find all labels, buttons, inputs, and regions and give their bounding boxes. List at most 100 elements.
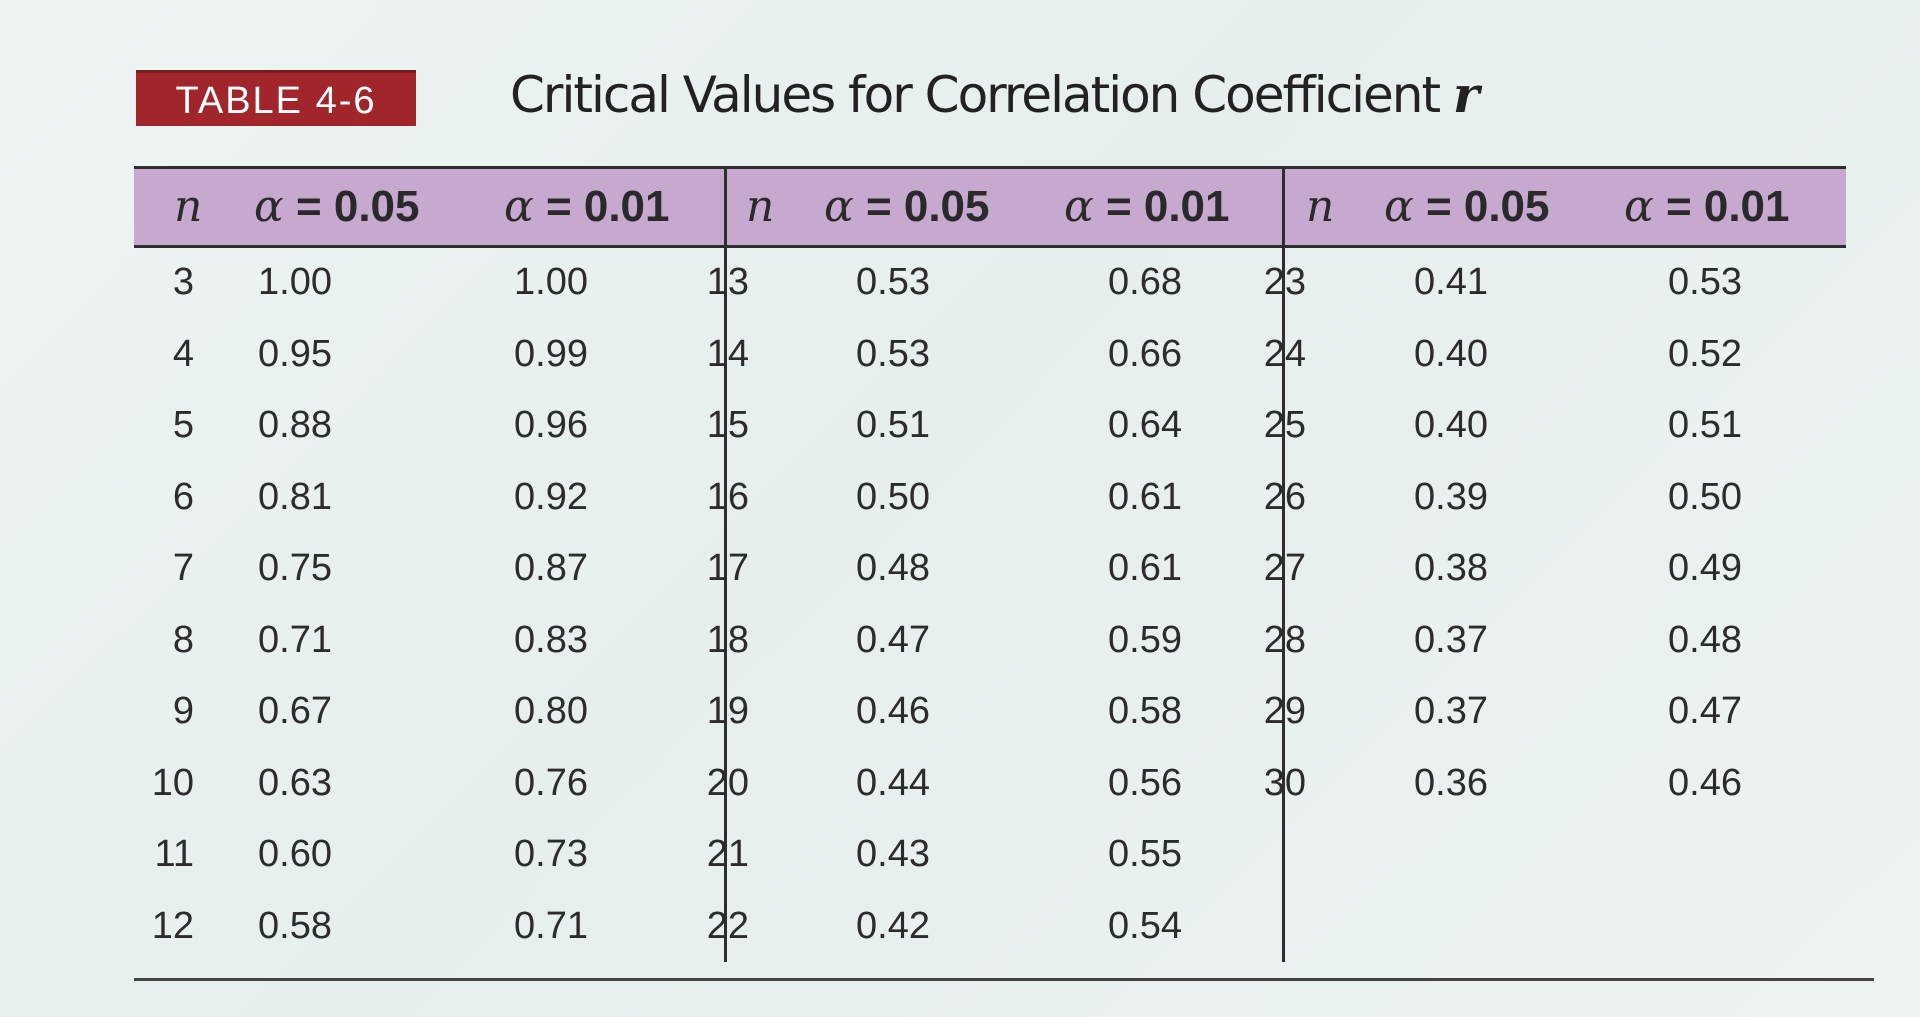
table-row: 8 0.71 0.83	[134, 610, 1846, 670]
cell-alpha-001: 0.47	[1668, 690, 1742, 732]
table-row: 13 0.53 0.68	[134, 252, 1846, 312]
cell-n: 28	[1263, 618, 1306, 661]
cell-alpha-005: 0.67	[258, 690, 332, 732]
header-n-2: n	[746, 181, 775, 232]
cell-alpha-005: 1.00	[258, 261, 332, 303]
cell-alpha-005: 0.36	[1414, 761, 1488, 804]
cell-alpha-005: 0.41	[1414, 261, 1488, 303]
table-row: 5 0.88 0.96	[134, 395, 1846, 455]
table-row: 3 1.00 1.00	[134, 252, 1846, 312]
cell-n: 20	[706, 761, 749, 804]
column-divider	[1282, 166, 1285, 962]
cell-alpha-001: 0.71	[514, 904, 588, 947]
cell-alpha-005: 0.53	[856, 261, 930, 303]
table-row: 23 0.41 0.53	[134, 252, 1846, 312]
cell-n: 21	[706, 833, 749, 875]
table-row: 17 0.48 0.61	[134, 538, 1846, 598]
cell-alpha-005: 0.38	[1414, 547, 1488, 589]
column-divider	[724, 166, 727, 962]
cell-alpha-005: 0.39	[1414, 475, 1488, 518]
cell-alpha-005: 0.48	[856, 547, 930, 589]
cell-alpha-005: 0.81	[258, 475, 332, 518]
table-row: 25 0.40 0.51	[134, 395, 1846, 455]
table-row: 22 0.42 0.54	[134, 896, 1846, 956]
header-alpha01-1: α = 0.01	[504, 181, 670, 232]
cell-n: 23	[1263, 261, 1306, 303]
cell-n: 26	[1263, 475, 1306, 518]
table-label-badge: TABLE 4-6	[136, 70, 416, 126]
cell-n: 9	[172, 690, 194, 732]
cell-alpha-005: 0.46	[856, 690, 930, 732]
cell-alpha-001: 0.92	[514, 475, 588, 518]
table-label: TABLE 4-6	[175, 80, 377, 122]
table-row: 12 0.58 0.71	[134, 896, 1846, 956]
cell-alpha-005: 0.44	[856, 761, 930, 804]
cell-alpha-001: 0.54	[1108, 904, 1182, 947]
cell-alpha-001: 0.80	[514, 690, 588, 732]
cell-alpha-001: 0.51	[1668, 404, 1742, 446]
cell-alpha-001: 0.56	[1108, 761, 1182, 804]
cell-alpha-001: 0.76	[514, 761, 588, 804]
cell-n: 3	[172, 261, 194, 303]
cell-n: 11	[154, 833, 194, 875]
cell-n: 18	[706, 618, 749, 661]
header-alpha01-3: α = 0.01	[1624, 181, 1790, 232]
table-title-text: Critical Values for Correlation Coeffici…	[510, 66, 1453, 124]
cell-alpha-005: 0.37	[1414, 618, 1488, 661]
cell-n: 14	[706, 332, 749, 375]
table-row: 30 0.36 0.46	[134, 753, 1846, 813]
table-row: 26 0.39 0.50	[134, 467, 1846, 527]
cell-alpha-001: 0.68	[1108, 261, 1182, 303]
table-row: 14 0.53 0.66	[134, 324, 1846, 384]
table-row: 19 0.46 0.58	[134, 681, 1846, 741]
cell-alpha-001: 0.73	[514, 833, 588, 875]
cell-n: 4	[172, 332, 194, 375]
cell-alpha-005: 0.58	[258, 904, 332, 947]
table-row: 11 0.60 0.73	[134, 824, 1846, 884]
cell-n: 17	[706, 547, 749, 589]
cell-alpha-005: 0.40	[1414, 332, 1488, 375]
header-alpha01-2: α = 0.01	[1064, 181, 1230, 232]
header-n-3: n	[1306, 181, 1335, 232]
table-row: 20 0.44 0.56	[134, 753, 1846, 813]
header-n-1: n	[174, 181, 203, 232]
table-bottom-rule	[134, 978, 1874, 981]
cell-alpha-005: 0.37	[1414, 690, 1488, 732]
cell-alpha-001: 0.55	[1108, 833, 1182, 875]
table-title: Critical Values for Correlation Coeffici…	[510, 60, 1479, 130]
cell-alpha-001: 0.50	[1668, 475, 1742, 518]
table-row: 7 0.75 0.87	[134, 538, 1846, 598]
cell-alpha-005: 0.53	[856, 332, 930, 375]
table-row: 15 0.51 0.64	[134, 395, 1846, 455]
cell-alpha-001: 0.58	[1108, 690, 1182, 732]
table-row: 29 0.37 0.47	[134, 681, 1846, 741]
table-title-variable: r	[1452, 65, 1479, 124]
table-row: 16 0.50 0.61	[134, 467, 1846, 527]
cell-alpha-005: 0.40	[1414, 404, 1488, 446]
table-row: 4 0.95 0.99	[134, 324, 1846, 384]
table-row: 21 0.43 0.55	[134, 824, 1846, 884]
table-row: 27 0.38 0.49	[134, 538, 1846, 598]
cell-n: 27	[1263, 547, 1306, 589]
table-row: 28 0.37 0.48	[134, 610, 1846, 670]
cell-alpha-005: 0.63	[258, 761, 332, 804]
cell-n: 30	[1263, 761, 1306, 804]
cell-alpha-005: 0.75	[258, 547, 332, 589]
cell-n: 15	[706, 404, 749, 446]
cell-n: 16	[706, 475, 749, 518]
cell-alpha-001: 0.53	[1668, 261, 1742, 303]
cell-alpha-005: 0.42	[856, 904, 930, 947]
cell-alpha-001: 0.66	[1108, 332, 1182, 375]
cell-n: 25	[1263, 404, 1306, 446]
cell-n: 29	[1263, 690, 1306, 732]
cell-alpha-001: 1.00	[514, 261, 588, 303]
cell-alpha-001: 0.99	[514, 332, 588, 375]
cell-alpha-001: 0.46	[1668, 761, 1742, 804]
cell-n: 24	[1263, 332, 1306, 375]
cell-n: 22	[706, 904, 749, 947]
cell-alpha-005: 0.88	[258, 404, 332, 446]
cell-n: 7	[172, 547, 194, 589]
cell-n: 5	[172, 404, 194, 446]
cell-alpha-001: 0.87	[514, 547, 588, 589]
cell-alpha-001: 0.64	[1108, 404, 1182, 446]
